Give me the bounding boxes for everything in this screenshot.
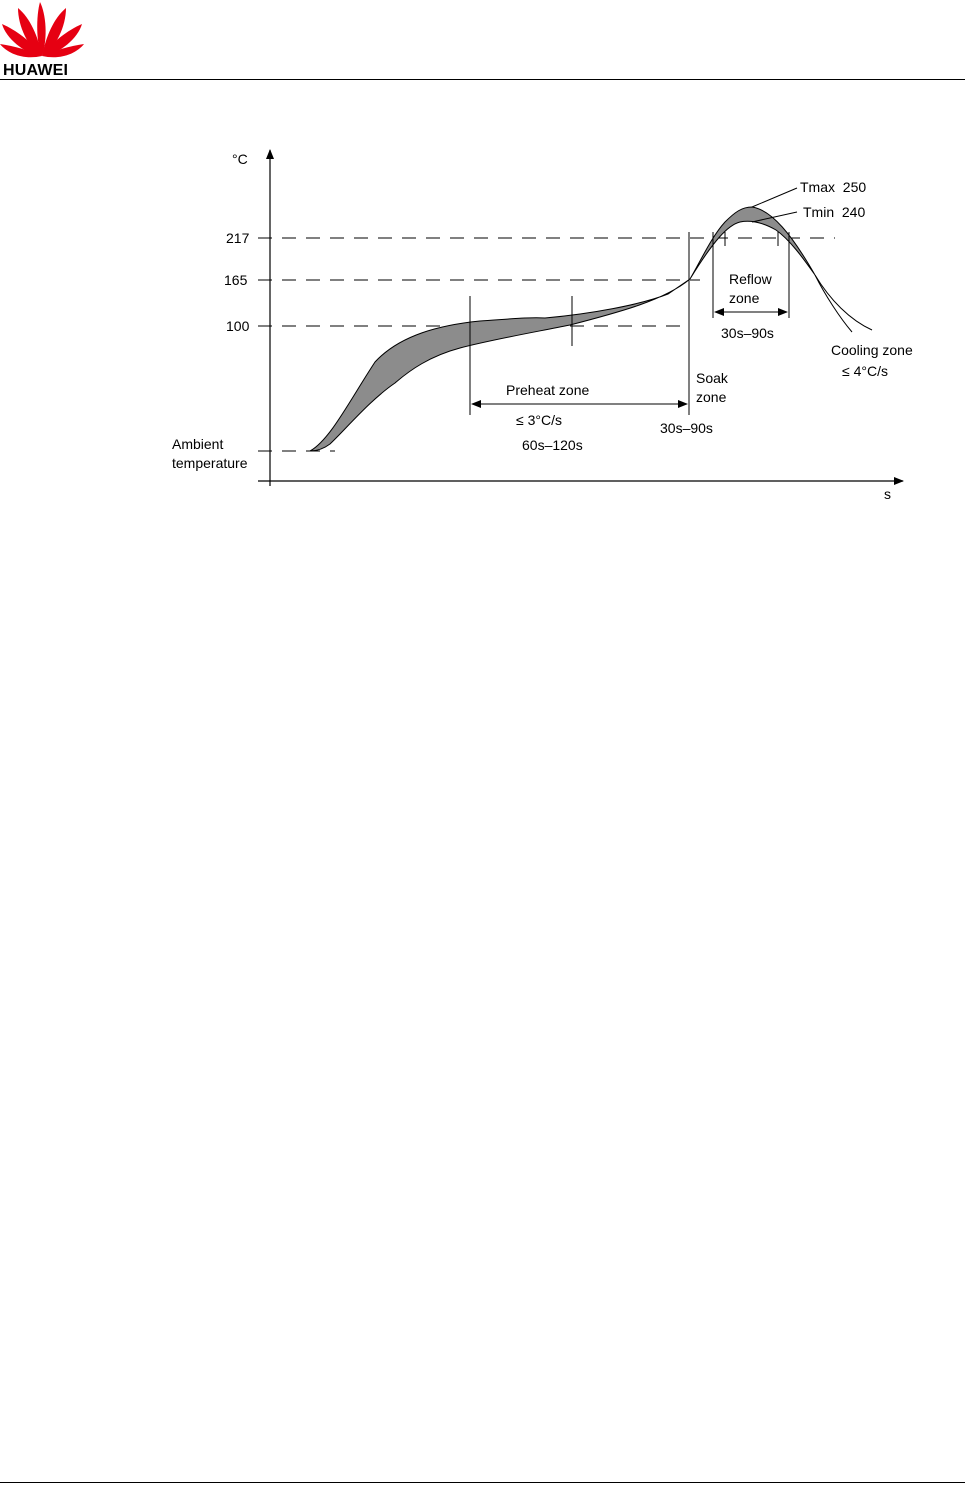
- brand-wordmark: HUAWEI: [3, 62, 69, 79]
- soak-zone-label-line2: zone: [696, 389, 727, 405]
- cooling-zone-label: Cooling zone: [831, 342, 913, 358]
- header-rule: [0, 79, 965, 80]
- reflow-zone-label-line2: zone: [729, 290, 760, 306]
- tmin-leader: [751, 211, 798, 223]
- reflow-profile-figure: °C s 217 165 100 Ambient temperature Pre…: [172, 149, 913, 502]
- cooling-rate-label: ≤ 4°C/s: [842, 363, 888, 379]
- preheat-zone-label: Preheat zone: [506, 382, 589, 398]
- tmin-label: Tmin 240: [803, 204, 865, 220]
- footer-rule: [0, 1482, 965, 1483]
- huawei-flower-icon: [0, 2, 84, 58]
- y-axis-unit: °C: [232, 151, 248, 167]
- reflow-time-label: 30s–90s: [721, 325, 774, 341]
- temp-label-165: 165: [224, 272, 248, 288]
- cooling-curve-upper: [814, 274, 873, 331]
- preheat-time-label: 60s–120s: [522, 437, 583, 453]
- temp-label-100: 100: [226, 318, 250, 334]
- huawei-logo: [0, 2, 84, 58]
- x-axis-unit: s: [884, 486, 891, 502]
- cooling-curve-lower: [814, 274, 853, 333]
- reflow-zone-label-line1: Reflow: [729, 271, 773, 287]
- profile-band-preheat: [309, 278, 691, 452]
- tmax-label: Tmax 250: [800, 179, 866, 195]
- temp-label-217: 217: [226, 230, 250, 246]
- profile-band-reflow: [689, 206, 816, 280]
- ambient-label-line1: Ambient: [172, 436, 223, 452]
- soak-time-label: 30s–90s: [660, 420, 713, 436]
- ambient-label-line2: temperature: [172, 455, 248, 471]
- preheat-rate-label: ≤ 3°C/s: [516, 412, 562, 428]
- soak-zone-label-line1: Soak: [696, 370, 729, 386]
- tmax-leader: [751, 187, 798, 208]
